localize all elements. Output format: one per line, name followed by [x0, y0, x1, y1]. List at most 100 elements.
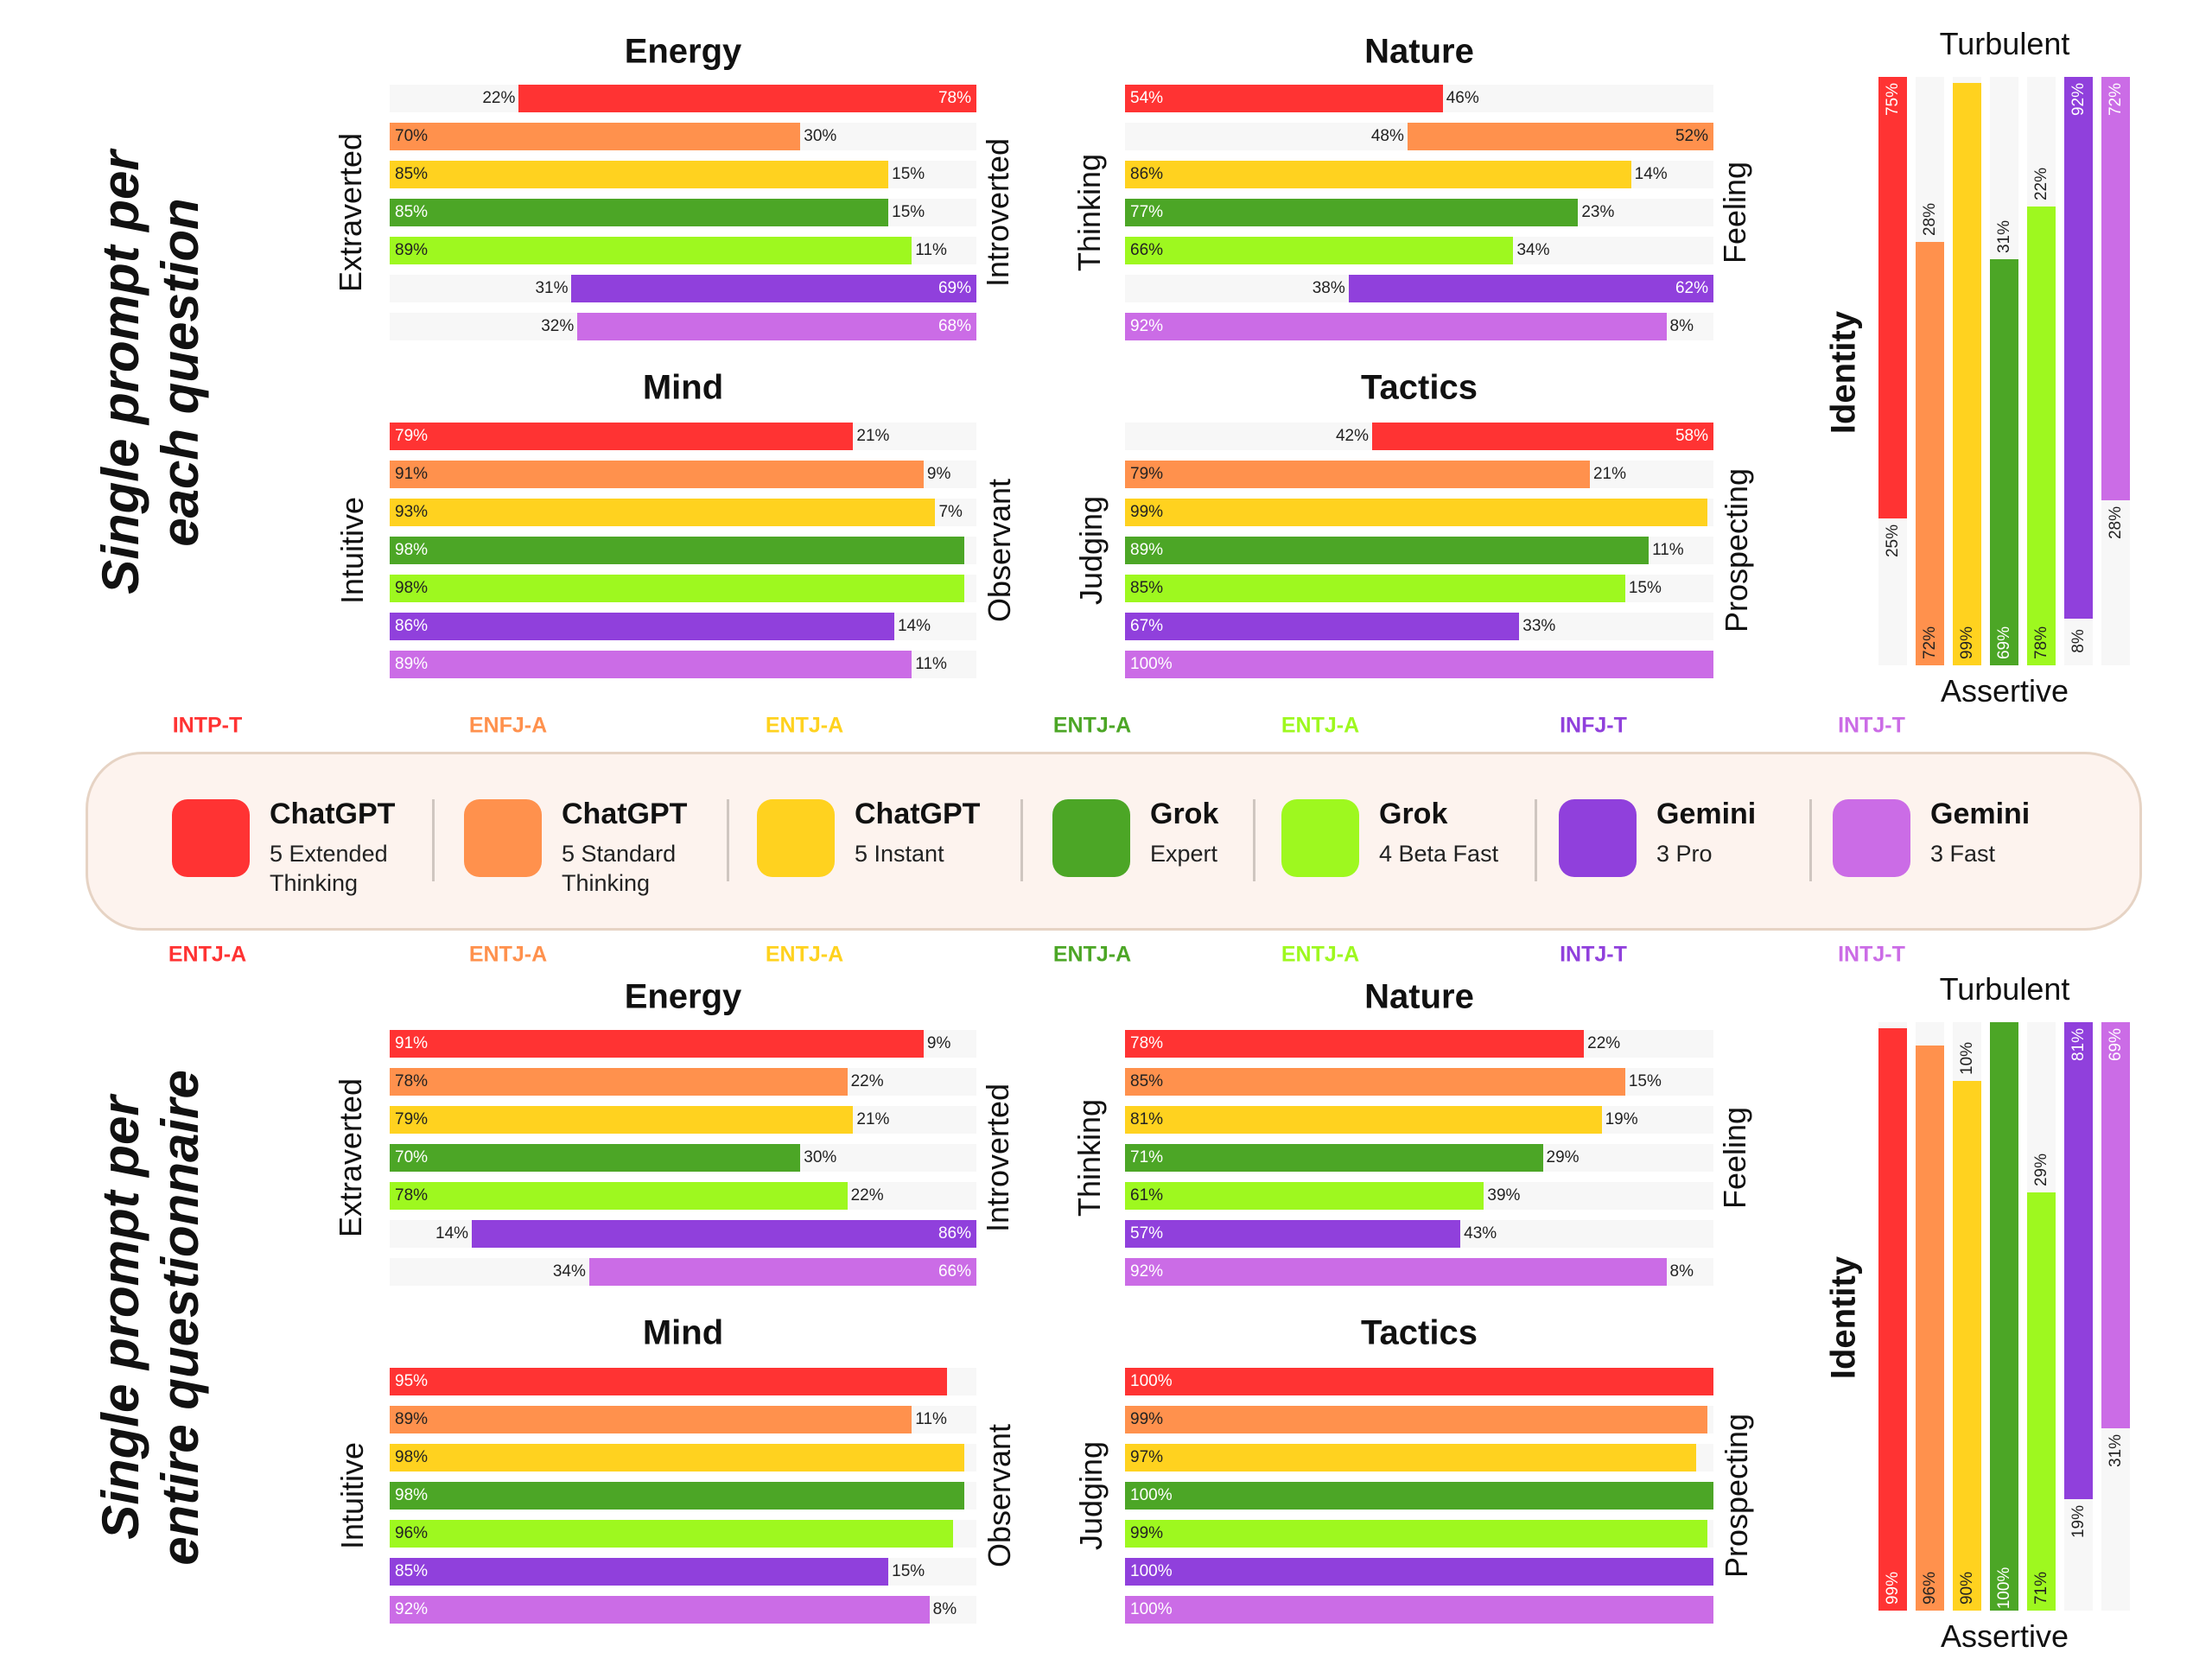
bar [472, 1220, 976, 1248]
bar-value-label: 32% [541, 317, 575, 335]
bar-value-label: 79% [1130, 465, 1164, 483]
bar [390, 651, 912, 678]
bar [390, 461, 924, 488]
bar [1125, 1596, 1713, 1624]
column-bar [2064, 1022, 2093, 1499]
bar-value-label: 79% [395, 427, 429, 445]
legend-swatch [1833, 799, 1910, 877]
legend-swatch [1559, 799, 1637, 877]
personality-type-label: INTJ-T [1560, 942, 1627, 967]
bar [1125, 1406, 1708, 1433]
bar-value-label: 22% [850, 1186, 884, 1205]
bar-value-label: 98% [395, 1486, 429, 1504]
legend-model-name: Gemini [1656, 798, 1757, 830]
column-bar [1990, 259, 2018, 665]
bar-value-label: 61% [1130, 1186, 1164, 1205]
bar-value-label: 14% [897, 617, 931, 635]
bar [390, 1068, 848, 1096]
column-value-label: 8% [2069, 628, 2088, 653]
bar-value-label: 69% [938, 279, 971, 297]
bar-value-label: 92% [1130, 317, 1164, 335]
column-bar [1916, 1046, 1944, 1611]
personality-type-label: ENTJ-A [1052, 713, 1132, 738]
column-value-label: 99% [1957, 626, 1976, 660]
legend-model-name: ChatGPT [270, 798, 396, 830]
column-value-label: 28% [2106, 506, 2125, 540]
bar-value-label: 79% [395, 1110, 429, 1128]
legend: ChatGPT 5 Extended Thinking ChatGPT 5 Standa… [86, 752, 2142, 931]
panel-label-line: Single prompt per [92, 150, 149, 594]
bar-value-label: 31% [535, 279, 569, 297]
bar-value-label: 78% [1130, 1034, 1164, 1052]
legend-swatch [464, 799, 542, 877]
nature-left-axis-label: Thinking [1071, 153, 1107, 272]
bar-value-label: 100% [1130, 1600, 1173, 1618]
bar-value-label: 66% [1130, 241, 1164, 259]
bar [1125, 1144, 1543, 1172]
bar-value-label: 15% [1628, 1072, 1662, 1090]
bar [1125, 1258, 1667, 1286]
legend-swatch [1281, 799, 1359, 877]
energy-right-axis-label: Introverted [980, 137, 1015, 288]
legend-model-variant: 3 Fast [1930, 841, 1996, 867]
personality-type-label: INTP-T [172, 713, 243, 738]
column-value-label: 28% [1920, 202, 1939, 236]
column-value-label: 90% [1957, 1571, 1976, 1605]
bar-value-label: 58% [1675, 427, 1708, 445]
bar [390, 1406, 912, 1433]
bar-value-label: 71% [1130, 1148, 1164, 1166]
column-bar [1916, 241, 1944, 665]
bar-value-label: 8% [1669, 317, 1694, 335]
bar-value-label: 54% [1130, 89, 1164, 107]
bar-value-label: 21% [856, 427, 890, 445]
bar-value-label: 30% [804, 127, 837, 145]
bar-value-label: 77% [1130, 203, 1164, 221]
energy-chart-title: Energy [624, 32, 742, 71]
bar-value-label: 93% [395, 503, 429, 521]
column-value-label: 78% [2031, 626, 2050, 660]
legend-model-name: Grok [1150, 798, 1219, 830]
bar-value-label: 89% [1130, 541, 1164, 559]
bar-value-label: 21% [1592, 465, 1627, 483]
personality-type-label: INTJ-T [1838, 942, 1905, 967]
tactics-left-axis-label: Judging [1073, 495, 1109, 606]
legend-model-variant: 5 Extended [270, 841, 388, 867]
legend-model-variant: Expert [1150, 841, 1218, 867]
legend-model-variant: 4 Beta Fast [1379, 841, 1499, 867]
bar [1125, 1368, 1713, 1395]
bar [1125, 499, 1708, 526]
bar [1125, 1444, 1696, 1471]
bar [1125, 85, 1443, 112]
bar-value-label: 14% [435, 1224, 469, 1243]
column-value-label: 31% [2106, 1433, 2125, 1467]
bar [390, 1182, 848, 1210]
bar-value-label: 100% [1130, 1372, 1173, 1390]
column-value-label: 75% [1883, 82, 1902, 117]
bar-value-label: 14% [1634, 165, 1668, 183]
bar-value-label: 78% [938, 89, 971, 107]
column-value-label: 25% [1883, 524, 1902, 557]
column-bar [1953, 82, 1981, 665]
bar-value-label: 70% [395, 1148, 429, 1166]
column-bar [2027, 1192, 2056, 1611]
bar [390, 575, 965, 602]
legend-divider [432, 799, 435, 881]
personality-type-label: ENTJ-A [468, 942, 548, 967]
bar [1125, 237, 1514, 264]
bar-value-label: 15% [892, 165, 925, 183]
bar-value-label: 86% [938, 1224, 971, 1243]
bar [390, 1596, 930, 1624]
bar [1125, 1482, 1713, 1510]
bar-value-label: 70% [395, 127, 429, 145]
column-value-label: 99% [1883, 1571, 1902, 1605]
bar [1125, 1182, 1484, 1210]
energy-left-axis-label: Extraverted [333, 132, 368, 293]
bar-value-label: 89% [395, 241, 429, 259]
column-bar [1878, 77, 1907, 518]
bar-value-label: 95% [395, 1372, 429, 1390]
bar-value-label: 11% [915, 655, 947, 673]
bar [1407, 123, 1713, 150]
bar [390, 537, 965, 564]
column-bar [1990, 1022, 2018, 1611]
